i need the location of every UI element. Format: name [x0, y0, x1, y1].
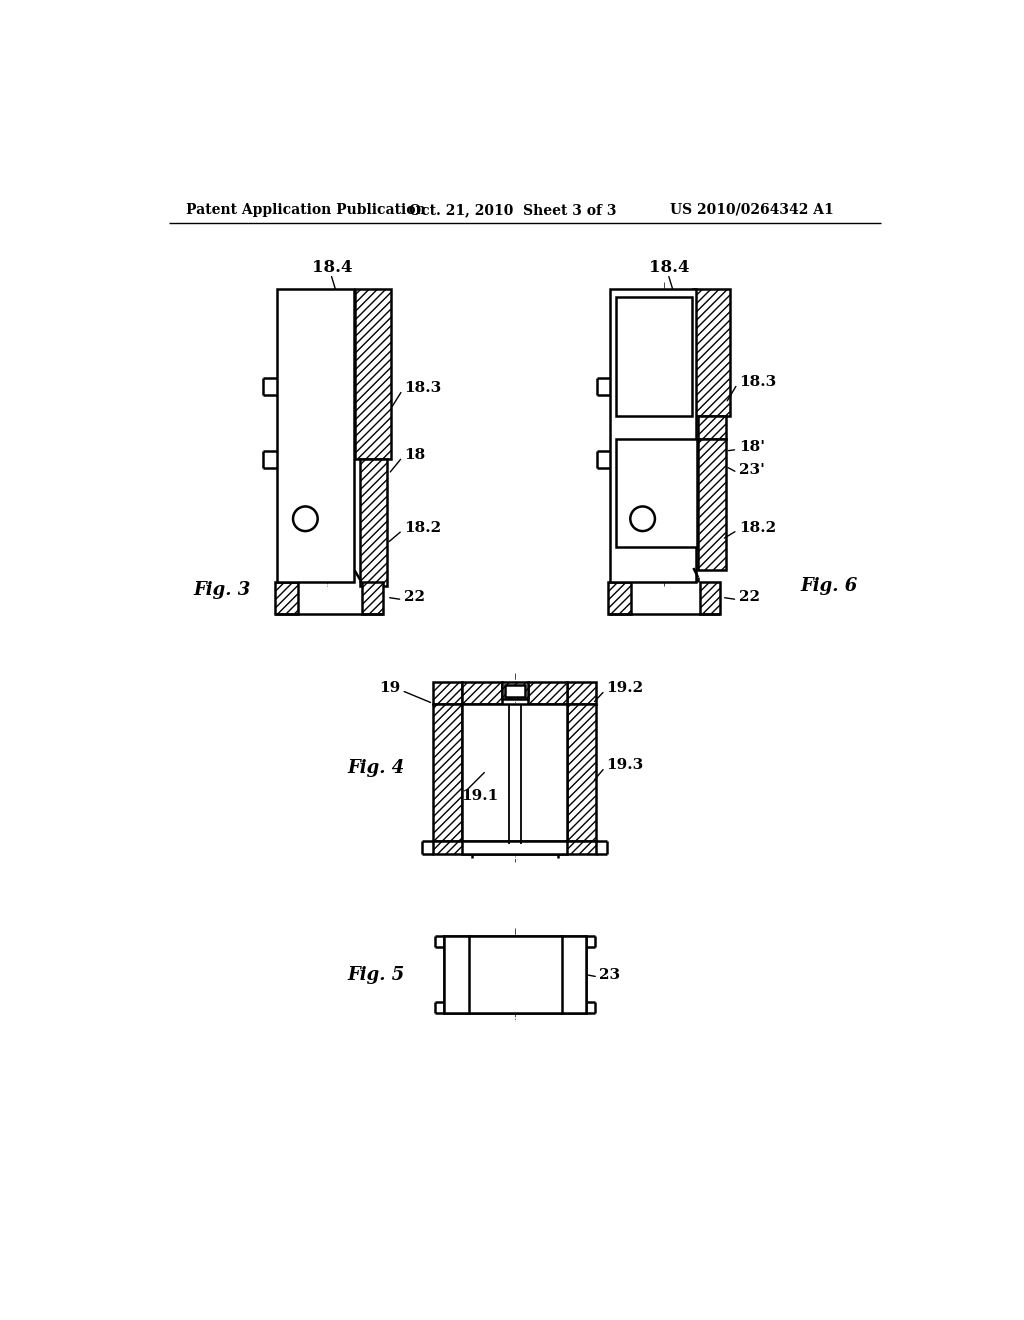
Bar [609, 289, 695, 582]
Circle shape [293, 507, 317, 531]
Bar [361, 582, 383, 614]
Bar [275, 582, 298, 614]
Text: 19: 19 [379, 681, 400, 696]
Text: 18: 18 [403, 447, 425, 462]
Bar [360, 459, 387, 586]
Text: 23': 23' [739, 463, 765, 478]
Text: US 2010/0264342 A1: US 2010/0264342 A1 [670, 203, 834, 216]
Circle shape [298, 511, 306, 519]
Text: 22: 22 [403, 590, 425, 605]
Text: 18.4: 18.4 [649, 259, 689, 276]
Bar [463, 841, 567, 854]
Bar [433, 682, 463, 704]
Text: Fig. 4: Fig. 4 [348, 759, 404, 777]
Circle shape [636, 511, 643, 519]
Bar [699, 582, 720, 614]
Text: 22: 22 [739, 590, 760, 605]
Bar [463, 704, 567, 841]
Bar [528, 682, 567, 704]
Text: Patent Application Publication: Patent Application Publication [186, 203, 426, 216]
Text: 19.3: 19.3 [606, 758, 644, 772]
Text: 23: 23 [599, 968, 621, 982]
Circle shape [631, 507, 655, 531]
Text: 19.2: 19.2 [606, 681, 643, 696]
Bar [433, 841, 596, 854]
Bar [433, 704, 463, 841]
Bar [567, 682, 596, 704]
Text: 18.2: 18.2 [739, 521, 776, 535]
Bar [608, 582, 631, 614]
Bar [276, 289, 354, 582]
Text: 18.2: 18.2 [403, 521, 441, 535]
Text: Oct. 21, 2010  Sheet 3 of 3: Oct. 21, 2010 Sheet 3 of 3 [410, 203, 616, 216]
Bar [615, 440, 696, 548]
Bar [693, 289, 730, 416]
Bar [505, 685, 525, 697]
Text: 19.1: 19.1 [462, 789, 499, 803]
Bar [469, 936, 562, 1014]
Bar [615, 297, 692, 416]
Text: Fig. 6: Fig. 6 [801, 577, 858, 595]
Bar [567, 704, 596, 841]
Text: 18.4: 18.4 [311, 259, 352, 276]
Bar [561, 936, 586, 1014]
Text: 18.3: 18.3 [403, 381, 441, 395]
Text: 18.3: 18.3 [739, 375, 776, 388]
Bar [444, 936, 587, 1014]
Bar [698, 440, 726, 570]
Text: Fig. 3: Fig. 3 [194, 581, 251, 598]
Bar [354, 289, 391, 459]
Text: 18': 18' [739, 440, 765, 454]
Bar [698, 416, 726, 440]
Text: Fig. 5: Fig. 5 [348, 966, 404, 983]
Bar [502, 682, 528, 700]
Bar [444, 936, 469, 1014]
Bar [463, 682, 502, 704]
